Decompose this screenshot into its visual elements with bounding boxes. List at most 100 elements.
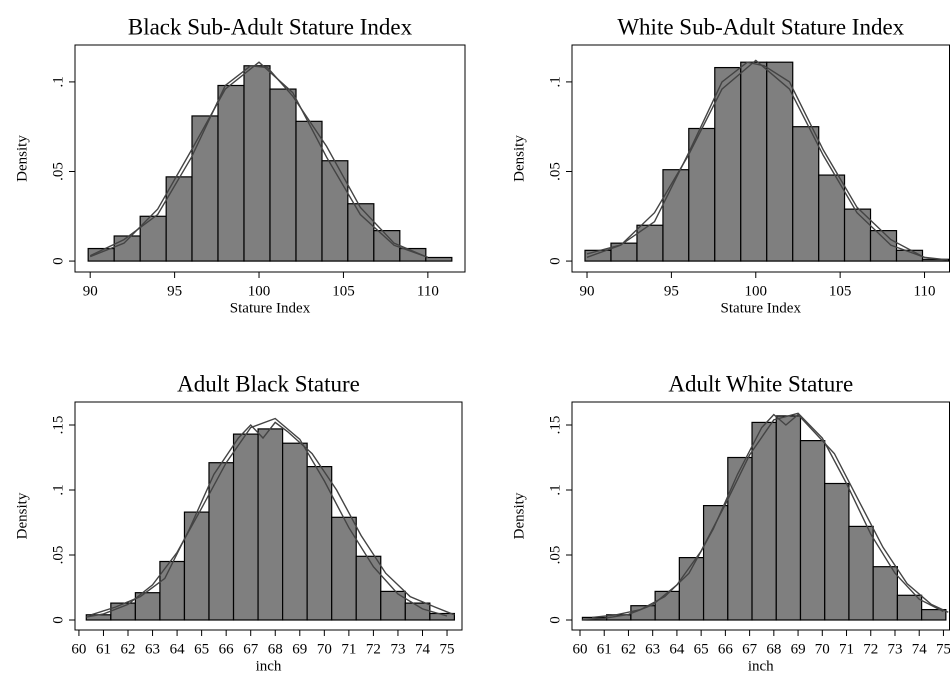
- y-tick-label: .15: [547, 416, 563, 435]
- density-curve: [586, 59, 949, 261]
- x-tick-label: 90: [580, 283, 595, 299]
- x-tick-label: 69: [292, 641, 307, 657]
- plot-frame: [74, 401, 463, 631]
- y-tick-label: .05: [547, 546, 563, 565]
- x-tick-label: 61: [597, 641, 612, 657]
- y-axis-label: Density: [14, 135, 30, 182]
- y-tick-label: .1: [547, 76, 563, 87]
- y-tick-label: 0: [547, 616, 563, 624]
- bar: [799, 440, 826, 621]
- x-tick-label: 66: [219, 641, 235, 657]
- x-tick-label: 105: [332, 283, 355, 299]
- y-tick-label: .05: [50, 162, 66, 181]
- density-curve: [90, 421, 455, 616]
- x-tick-label: 60: [71, 641, 86, 657]
- bar: [165, 176, 193, 262]
- x-tick-label: 75: [440, 641, 455, 657]
- bar: [217, 84, 245, 262]
- x-tick-label: 100: [745, 283, 768, 299]
- bar: [584, 249, 612, 262]
- bar: [662, 169, 690, 262]
- y-tick-label: .1: [50, 484, 66, 495]
- bar: [282, 442, 308, 621]
- bar: [818, 174, 846, 262]
- x-axis-label: Stature Index: [721, 300, 802, 316]
- density-curve: [89, 61, 429, 258]
- panel: Adult White Stature 60 61 62 63 64 65 66 67 68 69 7…: [511, 371, 950, 674]
- bar: [208, 462, 235, 621]
- x-tick-label: 73: [390, 641, 405, 657]
- y-tick-label: 0: [50, 616, 66, 624]
- bar: [848, 525, 874, 621]
- bar: [347, 203, 375, 262]
- bar: [751, 421, 777, 621]
- x-tick-label: 74: [912, 641, 928, 657]
- panel: White Sub-Adult Stature Index 90 95 100 105 1…: [511, 14, 950, 316]
- plot-frame: [74, 44, 466, 273]
- x-tick-label: 63: [145, 641, 160, 657]
- x-tick-label: 95: [167, 283, 182, 299]
- x-tick-label: 63: [645, 641, 660, 657]
- x-tick-label: 72: [366, 641, 381, 657]
- bar: [654, 590, 680, 621]
- y-tick-label: 0: [547, 257, 563, 265]
- bar: [232, 433, 259, 621]
- bar: [321, 160, 349, 262]
- bar: [740, 61, 768, 262]
- panel: Black Sub-Adult Stature Index 90 95 100 105 1…: [14, 14, 466, 316]
- x-tick-label: 62: [121, 641, 136, 657]
- bar: [869, 230, 898, 262]
- bar: [355, 555, 382, 621]
- density-curve: [89, 65, 429, 259]
- x-tick-label: 65: [194, 641, 209, 657]
- x-tick-label: 110: [417, 283, 439, 299]
- x-tick-label: 67: [742, 641, 758, 657]
- bar: [792, 126, 820, 262]
- x-tick-label: 95: [664, 283, 679, 299]
- bar: [678, 556, 705, 621]
- x-tick-label: 110: [914, 283, 936, 299]
- bar: [429, 612, 455, 621]
- chart-title: Black Sub-Adult Stature Index: [128, 14, 413, 39]
- x-tick-label: 66: [718, 641, 734, 657]
- bar: [191, 115, 219, 262]
- x-tick-label: 70: [317, 641, 332, 657]
- density-curve: [86, 417, 448, 618]
- x-tick-label: 64: [669, 641, 685, 657]
- bar: [269, 88, 297, 262]
- y-axis-label: Density: [14, 492, 30, 539]
- bar: [399, 247, 427, 262]
- x-tick-label: 68: [268, 641, 283, 657]
- bar: [921, 258, 950, 262]
- x-tick-label: 73: [887, 641, 902, 657]
- chart-title: Adult White Stature: [668, 371, 853, 396]
- bar: [824, 482, 850, 621]
- x-tick-label: 71: [839, 641, 854, 657]
- x-axis-label: Stature Index: [230, 300, 311, 316]
- x-tick-label: 67: [243, 641, 259, 657]
- bar: [306, 466, 333, 621]
- x-tick-label: 68: [766, 641, 781, 657]
- y-axis-label: Density: [511, 492, 527, 539]
- bar: [295, 120, 323, 262]
- x-tick-label: 105: [829, 283, 852, 299]
- x-tick-label: 90: [83, 283, 98, 299]
- y-axis-label: Density: [511, 135, 527, 182]
- x-tick-label: 61: [96, 641, 111, 657]
- density-curve: [586, 61, 925, 259]
- bar: [896, 594, 923, 621]
- x-tick-label: 72: [863, 641, 878, 657]
- density-curve: [592, 413, 949, 619]
- bar: [243, 65, 271, 262]
- y-tick-label: .05: [547, 162, 563, 181]
- bar: [843, 208, 872, 262]
- x-tick-label: 75: [936, 641, 950, 657]
- x-tick-label: 62: [621, 641, 636, 657]
- bar: [159, 560, 186, 621]
- bar: [257, 428, 284, 621]
- bar: [766, 61, 794, 262]
- x-tick-label: 71: [341, 641, 356, 657]
- bar: [921, 608, 947, 621]
- x-axis-label: inch: [748, 658, 774, 674]
